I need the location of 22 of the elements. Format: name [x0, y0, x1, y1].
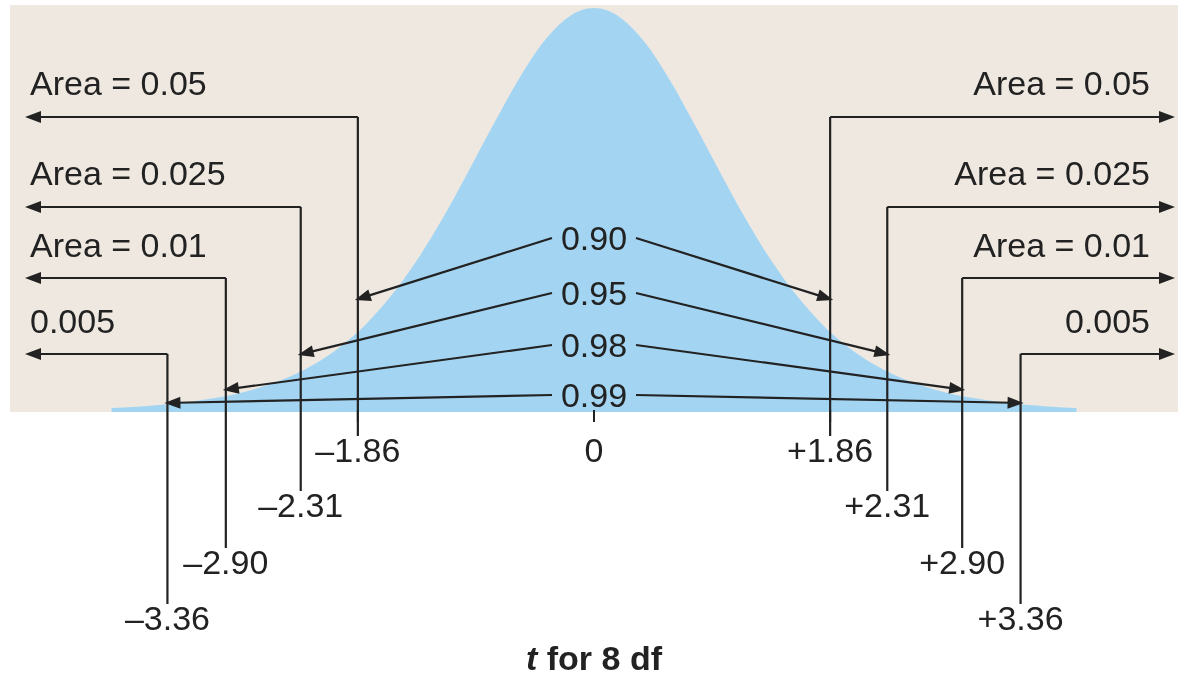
annotation: 0.90 — [560, 219, 628, 257]
annotation: Area = 0.01 — [30, 226, 207, 264]
annotation: 0.95 — [560, 274, 628, 312]
ref-line-label: –2.90 — [183, 543, 269, 581]
annotation: 0.005 — [30, 302, 116, 340]
annotation: 0.99 — [560, 376, 628, 414]
annotation: Area = 0.05 — [30, 64, 207, 102]
ref-line-label: –3.36 — [124, 599, 210, 637]
ref-line-label: –2.31 — [258, 486, 344, 524]
annotation: Area = 0.05 — [973, 64, 1150, 102]
x-tick-label: 0 — [584, 431, 604, 469]
x-axis-title: t for 8 df — [526, 639, 663, 677]
ref-line-label: +3.36 — [977, 599, 1064, 637]
annotation: Area = 0.01 — [973, 226, 1150, 264]
annotation: 0.98 — [560, 326, 628, 364]
x-tick-label: +1.86 — [787, 431, 874, 469]
ref-line-label: +2.31 — [844, 486, 931, 524]
annotation: Area = 0.025 — [30, 154, 226, 192]
annotation: 0.005 — [1064, 302, 1150, 340]
ref-line-label: +2.90 — [919, 543, 1006, 581]
x-tick-label: –1.86 — [315, 431, 401, 469]
annotation: Area = 0.025 — [954, 154, 1150, 192]
